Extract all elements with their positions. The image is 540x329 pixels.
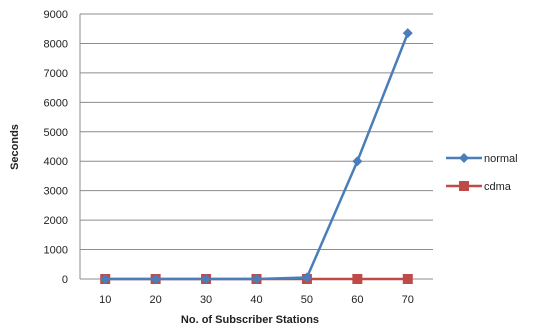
y-tick-label: 9000: [44, 9, 68, 21]
data-point-cdma: [402, 274, 413, 284]
legend: normal cdma: [446, 153, 518, 193]
y-tick-label: 4000: [44, 156, 68, 168]
legend-label: normal: [484, 153, 518, 165]
x-axis-title: No. of Subscriber Stations: [181, 314, 319, 326]
data-point-normal: [251, 274, 262, 284]
series-line-normal: [105, 32, 409, 281]
legend-item-normal: normal: [446, 153, 518, 165]
y-tick-label: 6000: [44, 97, 68, 109]
y-tick-label: 3000: [44, 186, 68, 198]
y-tick-label: 2000: [44, 215, 68, 227]
data-point-normal: [352, 156, 363, 167]
legend-label: cdma: [484, 181, 512, 193]
y-tick-label: 7000: [44, 68, 68, 80]
series-lines: [100, 28, 413, 284]
x-tick-label: 50: [301, 294, 313, 306]
y-axis-title: Seconds: [9, 124, 21, 170]
series-normal: [100, 28, 413, 284]
x-tick-label: 70: [402, 294, 414, 306]
x-tick-label: 10: [99, 294, 111, 306]
data-point-normal: [100, 274, 111, 284]
data-point-normal: [150, 274, 161, 284]
x-tick-label: 20: [150, 294, 162, 306]
legend-item-cdma: cdma: [446, 181, 512, 193]
legend-marker-diamond: [459, 153, 469, 163]
x-tick-label: 60: [351, 294, 363, 306]
x-axis-ticks: 10 20 30 40 50 60 70: [99, 294, 414, 306]
y-tick-label: 1000: [44, 245, 68, 257]
legend-marker-square: [459, 181, 469, 191]
data-point-cdma: [352, 274, 363, 284]
y-axis-ticks: 0 1000 2000 3000 4000 5000 6000 7000 8000 9000: [44, 9, 68, 286]
y-tick-label: 0: [62, 274, 68, 286]
y-tick-label: 5000: [44, 127, 68, 139]
data-point-normal: [201, 274, 212, 284]
x-tick-label: 40: [250, 294, 262, 306]
y-tick-label: 8000: [44, 38, 68, 50]
data-point-normal: [402, 28, 413, 39]
x-tick-label: 30: [200, 294, 212, 306]
data-point-normal: [301, 272, 312, 283]
gridlines: [79, 13, 433, 280]
